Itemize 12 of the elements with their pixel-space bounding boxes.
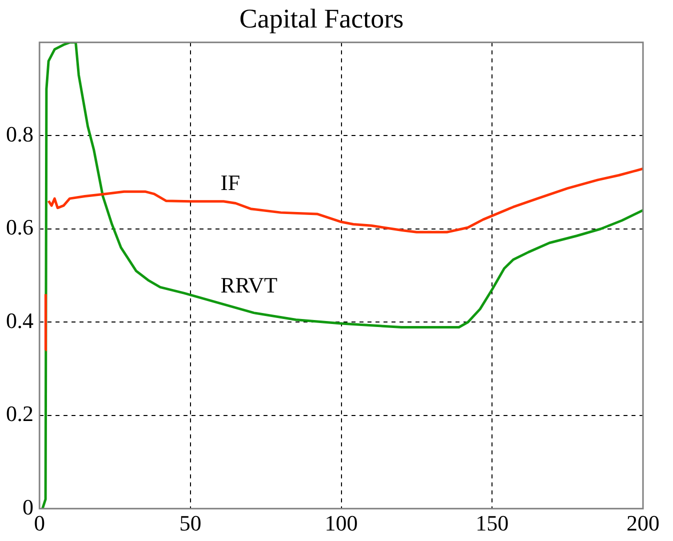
series-label: RRVT bbox=[220, 272, 278, 298]
chart-title: Capital Factors bbox=[239, 3, 404, 34]
y-tick-label: 0.4 bbox=[6, 308, 34, 333]
x-tick-label: 200 bbox=[626, 510, 660, 536]
series-label: IF bbox=[220, 170, 240, 196]
y-tick-label: 0.2 bbox=[6, 401, 34, 426]
y-tick-label: 0.6 bbox=[6, 214, 34, 240]
x-tick-label: 150 bbox=[476, 510, 509, 536]
x-tick-label: 50 bbox=[179, 510, 202, 536]
y-tick-label: 0.8 bbox=[6, 121, 34, 146]
x-tick-label: 100 bbox=[324, 510, 358, 536]
y-tick-label: 0 bbox=[22, 494, 34, 520]
